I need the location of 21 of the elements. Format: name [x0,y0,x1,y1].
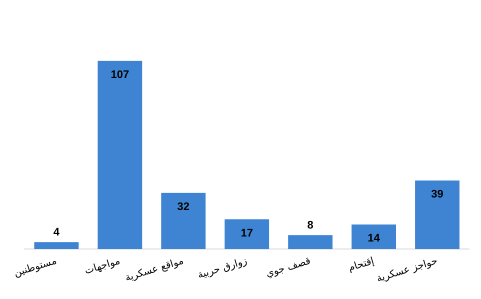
x-tick-label: مواجهات [83,256,122,277]
data-label: 107 [110,68,130,81]
x-tick-label: مستوطنين [12,256,58,280]
bar [98,60,142,250]
bar [161,192,206,250]
x-tick-label: قصف جوي [264,256,312,280]
bar [415,180,460,250]
data-label: 39 [431,188,444,201]
data-label: 4 [53,226,60,239]
data-label: 17 [240,227,253,240]
bar [224,219,270,250]
x-tick-label: مواقع عسكرية [124,256,186,284]
data-label: 32 [177,200,190,213]
x-tick-label: زوارق حربية [196,256,249,282]
bar [288,235,333,250]
bar [352,224,396,250]
bar [34,242,79,250]
x-tick-label: إقتحام [347,256,376,274]
x-tick-label: حواجز عسكرية [375,256,439,285]
data-label: 8 [307,220,314,232]
data-label: 14 [368,232,381,245]
